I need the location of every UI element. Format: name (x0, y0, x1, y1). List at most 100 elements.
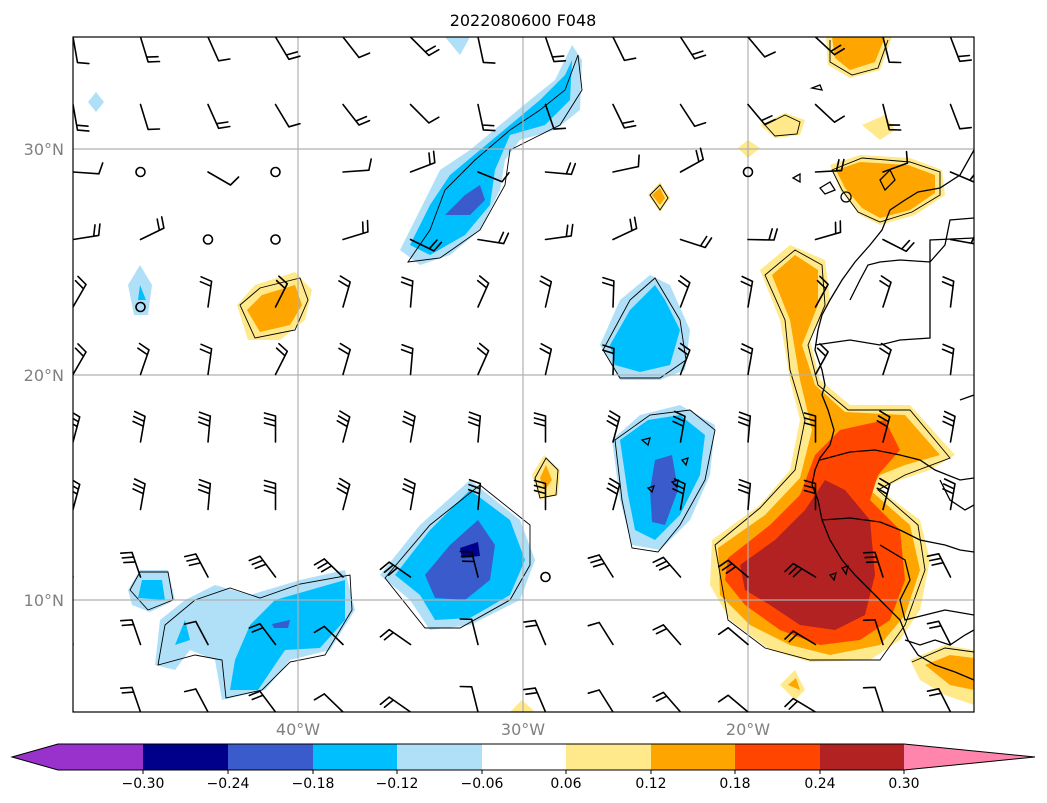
lat-label-30n: 30°N (24, 140, 64, 159)
wind-barb (197, 478, 212, 511)
wind-barb (199, 343, 213, 376)
wind-barb (803, 479, 817, 511)
lat-label-20n: 20°N (24, 366, 64, 385)
wind-barbs (73, 37, 974, 712)
wind-barb (539, 343, 553, 376)
wind-barb (941, 276, 955, 308)
colorbar-tick: 0.12 (635, 776, 666, 792)
wind-barb (652, 624, 682, 646)
wind-barb (587, 621, 614, 646)
wind-barb (263, 479, 277, 511)
map-frame (72, 36, 975, 713)
wind-barb (612, 37, 637, 62)
wind-barb (183, 620, 209, 646)
longitude-labels: 40°W 30°W 20°W (276, 720, 770, 739)
wind-barb (336, 477, 351, 511)
wind-barb (409, 238, 443, 252)
negative-anomaly-regions (88, 37, 715, 700)
wind-barb (926, 620, 952, 646)
colorbar-segment (313, 744, 397, 770)
colorbar-tick-labels: −0.30 −0.24 −0.18 −0.12 −0.06 0.06 0.12 … (122, 776, 920, 792)
wind-barb (679, 103, 707, 128)
wind-barb (882, 150, 909, 173)
wind-barb (942, 478, 956, 511)
wind-barb (467, 478, 482, 511)
wind-barb (523, 687, 547, 712)
wind-barb (73, 162, 104, 175)
latitude-labels: 30°N 20°N 10°N (24, 140, 64, 610)
wind-barb (814, 343, 829, 376)
wind-barb (672, 410, 686, 443)
wind-barb (477, 103, 496, 132)
wind-barb (814, 103, 845, 123)
wind-barb (717, 694, 749, 712)
wind-barb (544, 103, 567, 130)
wind-barb (73, 412, 81, 443)
colorbar-segment (820, 744, 904, 770)
wind-barb (862, 686, 884, 712)
wind-barb (862, 619, 884, 646)
wind-barb (119, 686, 142, 712)
wind-barb (207, 103, 231, 130)
wind-barb (274, 275, 289, 308)
colorbar-tick: 0.24 (804, 776, 835, 792)
calm-circle (742, 166, 754, 178)
wind-barb (740, 275, 754, 308)
colorbar-tick: 0.30 (888, 776, 919, 792)
colorbar (10, 743, 1036, 774)
wind-barb (879, 275, 892, 308)
wind-barb (476, 342, 490, 376)
wind-barb (652, 691, 682, 712)
calm-circle (202, 234, 214, 245)
wind-barb (602, 344, 615, 376)
lat-label-10n: 10°N (24, 591, 64, 610)
wind-barb (379, 561, 412, 578)
wind-barb (73, 639, 74, 646)
wind-barb (678, 342, 691, 376)
colorbar-outline (10, 743, 1036, 771)
colorbar-extend-low (12, 744, 58, 770)
wind-barb (342, 37, 371, 59)
wind-barb (679, 147, 704, 173)
wind-barb (459, 550, 479, 578)
wind-barb (814, 275, 829, 308)
wind-barb (73, 103, 90, 132)
wind-barb (73, 479, 81, 511)
colorbar-extend-high (904, 744, 1035, 770)
calm-circle (270, 166, 281, 178)
wind-barb (876, 477, 891, 511)
wind-barb (197, 411, 212, 443)
wind-barb (612, 216, 638, 241)
wind-barb (523, 619, 547, 646)
wind-barb (882, 238, 915, 253)
wind-barb (949, 103, 972, 130)
wind-barb (926, 688, 952, 712)
wind-barb (784, 630, 817, 646)
wind-barb (672, 478, 686, 511)
wind-barb (882, 37, 902, 64)
wind-barb (409, 103, 440, 124)
wind-barb (784, 697, 817, 712)
positive-anomaly-regions (237, 37, 974, 712)
wind-barb (678, 275, 691, 308)
wind-barb (400, 343, 414, 376)
wind-barb (679, 37, 707, 60)
wind-barb (409, 37, 440, 57)
wind-barb (274, 103, 301, 128)
calm-circle (135, 166, 146, 178)
wind-barb (459, 618, 479, 646)
wind-barb (409, 150, 436, 173)
wind-barb (313, 625, 344, 646)
map-title: 2022080600 F048 (450, 11, 597, 30)
wind-barb (606, 410, 621, 443)
wind-barb (342, 103, 371, 126)
lon-label-30w: 30°W (501, 720, 545, 739)
colorbar-segment (735, 744, 820, 770)
colorbar-tick: 0.06 (550, 776, 581, 792)
wind-barb (477, 231, 510, 245)
wind-barb (814, 37, 845, 56)
wind-barb (747, 228, 778, 241)
colorbar-segment (397, 744, 482, 770)
wind-barb (814, 158, 845, 173)
